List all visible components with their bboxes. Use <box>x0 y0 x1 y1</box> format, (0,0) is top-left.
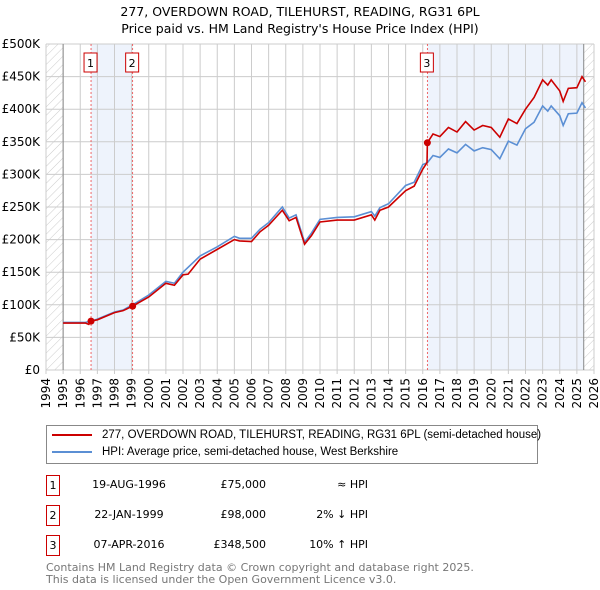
footer-line-1: Contains HM Land Registry data © Crown c… <box>46 561 474 574</box>
x-tick-label: 2004 <box>210 378 224 409</box>
transaction-row: 2 22-JAN-1999 £98,000 2% ↓ HPI <box>46 505 446 526</box>
legend-hpi-swatch <box>52 451 92 453</box>
x-tick-label: 2018 <box>450 378 464 409</box>
x-tick-label: 2006 <box>245 378 259 409</box>
legend-property-swatch <box>52 434 92 436</box>
x-tick-label: 2024 <box>553 378 567 409</box>
x-tick-label: 2019 <box>467 378 481 409</box>
x-tick-label: 1994 <box>39 378 53 409</box>
price-chart: 1994 1995 1996 1997 1998 1999 2000 2001 2002 2003… <box>2 37 600 409</box>
y-tick-label: £100K <box>2 298 42 312</box>
sale-point <box>129 302 137 310</box>
series-line <box>63 74 587 326</box>
x-tick-label: 2020 <box>484 378 498 409</box>
transaction-price: £348,500 <box>213 538 267 551</box>
chart-title: 277, OVERDOWN ROAD, TILEHURST, READING, … <box>120 4 480 19</box>
transaction-price: £75,000 <box>220 478 267 491</box>
footer: Contains HM Land Registry data © Crown c… <box>46 562 474 586</box>
marker-label-box <box>83 52 98 73</box>
transaction-date: 19-AUG-1996 <box>92 478 166 491</box>
y-tick-label: £0 <box>25 363 40 377</box>
x-tick-label: 1999 <box>125 378 139 409</box>
x-tick-label: 2022 <box>519 378 533 409</box>
x-tick-label: 2002 <box>176 378 190 409</box>
y-tick-label: £150K <box>2 265 42 279</box>
y-tick-label: £50K <box>9 330 41 344</box>
x-tick-label: 2008 <box>279 378 293 409</box>
x-tick-label: 1996 <box>73 378 87 409</box>
y-tick-label: £350K <box>2 135 42 149</box>
legend: 277, OVERDOWN ROAD, TILEHURST, READING, … <box>46 425 542 464</box>
sale-point <box>423 139 431 147</box>
series-line <box>63 101 587 324</box>
transaction-date: 22-JAN-1999 <box>94 508 164 521</box>
transaction-number: 2 <box>46 505 60 526</box>
legend-property-label: 277, OVERDOWN ROAD, TILEHURST, READING, … <box>102 429 542 441</box>
x-tick-label: 2012 <box>347 378 361 409</box>
marker-label-box <box>419 52 434 73</box>
x-tick-label: 2021 <box>501 378 515 409</box>
y-tick-label: £400K <box>2 102 42 116</box>
x-tick-label: 2001 <box>159 378 173 409</box>
footer-line-2: This data is licensed under the Open Gov… <box>46 573 397 586</box>
x-tick-label: 2005 <box>227 378 241 409</box>
marker-label: 3 <box>423 57 430 70</box>
transaction-number: 1 <box>46 475 60 496</box>
x-tick-label: 2007 <box>262 378 276 409</box>
x-tick-label: 2003 <box>193 378 207 409</box>
y-tick-label: £450K <box>2 70 42 84</box>
x-tick-label: 2023 <box>536 378 550 409</box>
y-tick-label: £200K <box>2 233 42 247</box>
transaction-row: 1 19-AUG-1996 £75,000 ≈ HPI <box>46 475 446 496</box>
transaction-hpi-relation: 10% ↑ HPI <box>309 538 368 551</box>
x-tick-label: 2009 <box>296 378 310 409</box>
x-tick-label: 1998 <box>108 378 122 409</box>
marker-label: 1 <box>87 57 94 70</box>
x-tick-label: 2026 <box>587 378 600 409</box>
transaction-hpi-relation: ≈ HPI <box>337 478 368 491</box>
transaction-price: £98,000 <box>220 508 267 521</box>
x-tick-label: 2017 <box>433 378 447 409</box>
x-tick-label: 2014 <box>382 378 396 409</box>
marker-label-box <box>125 52 140 73</box>
marker-label: 2 <box>129 57 136 70</box>
transaction-hpi-relation: 2% ↓ HPI <box>316 508 368 521</box>
x-tick-label: 1995 <box>56 378 70 409</box>
y-tick-label: £500K <box>2 37 42 51</box>
chart-subtitle: Price paid vs. HM Land Registry's House … <box>121 21 479 36</box>
x-tick-label: 2016 <box>416 378 430 409</box>
x-tick-label: 2013 <box>364 378 378 409</box>
x-tick-label: 2000 <box>142 378 156 409</box>
transaction-date: 07-APR-2016 <box>93 538 165 551</box>
transaction-row: 3 07-APR-2016 £348,500 10% ↑ HPI <box>46 535 446 556</box>
y-tick-label: £300K <box>2 167 42 181</box>
x-tick-label: 2011 <box>330 378 344 409</box>
transaction-number: 3 <box>46 535 60 556</box>
legend-hpi-label: HPI: Average price, semi-detached house,… <box>102 446 399 458</box>
x-tick-label: 2010 <box>313 378 327 409</box>
x-tick-label: 2015 <box>399 378 413 409</box>
x-tick-label: 1997 <box>90 378 104 409</box>
x-tick-label: 2025 <box>570 378 584 409</box>
sale-point <box>87 317 95 325</box>
y-tick-label: £250K <box>2 200 42 214</box>
